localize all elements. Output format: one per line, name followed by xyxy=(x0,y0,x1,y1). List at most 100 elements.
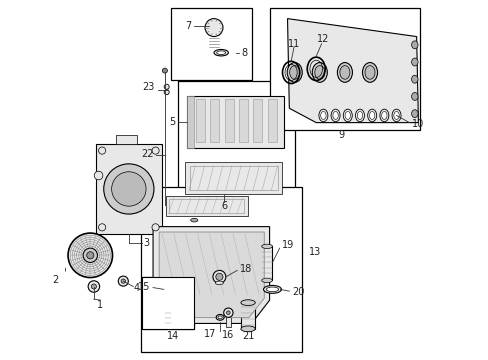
Bar xyxy=(142,277,193,329)
Bar xyxy=(115,135,137,144)
Circle shape xyxy=(226,311,230,315)
Ellipse shape xyxy=(411,75,417,83)
Circle shape xyxy=(94,171,102,180)
Circle shape xyxy=(111,172,146,206)
Ellipse shape xyxy=(263,285,281,293)
Circle shape xyxy=(215,273,223,280)
Text: 2: 2 xyxy=(52,275,59,285)
Ellipse shape xyxy=(357,112,362,120)
Ellipse shape xyxy=(289,66,299,79)
Text: 21: 21 xyxy=(242,331,254,341)
Circle shape xyxy=(83,248,97,262)
Text: 20: 20 xyxy=(291,287,304,297)
Circle shape xyxy=(152,147,159,154)
Ellipse shape xyxy=(345,112,350,120)
Bar xyxy=(196,99,204,142)
Circle shape xyxy=(103,164,154,214)
Ellipse shape xyxy=(215,281,223,285)
Ellipse shape xyxy=(190,219,198,222)
Text: 5: 5 xyxy=(169,117,175,127)
Bar xyxy=(187,96,284,148)
Ellipse shape xyxy=(332,112,338,120)
Ellipse shape xyxy=(158,287,169,292)
Text: 22: 22 xyxy=(141,149,153,159)
Ellipse shape xyxy=(364,66,374,79)
Ellipse shape xyxy=(411,93,417,100)
Ellipse shape xyxy=(411,41,417,49)
Text: 6: 6 xyxy=(221,201,226,211)
Ellipse shape xyxy=(312,63,326,82)
Ellipse shape xyxy=(164,324,171,328)
Text: 9: 9 xyxy=(338,130,344,140)
Ellipse shape xyxy=(286,63,302,82)
Text: 19: 19 xyxy=(282,239,294,249)
Ellipse shape xyxy=(160,288,167,291)
Polygon shape xyxy=(153,226,269,323)
Text: 7: 7 xyxy=(185,21,191,31)
Ellipse shape xyxy=(411,110,417,118)
Circle shape xyxy=(164,90,169,95)
Text: 11: 11 xyxy=(287,39,300,49)
Bar xyxy=(96,144,162,234)
Bar xyxy=(269,8,419,130)
Ellipse shape xyxy=(330,109,339,122)
Bar xyxy=(239,99,247,142)
Ellipse shape xyxy=(343,109,351,122)
Bar xyxy=(210,99,219,142)
Ellipse shape xyxy=(216,51,225,54)
Circle shape xyxy=(164,84,169,89)
Circle shape xyxy=(68,233,112,278)
Bar xyxy=(253,99,262,142)
Circle shape xyxy=(152,224,159,231)
Ellipse shape xyxy=(216,315,224,320)
Bar xyxy=(267,99,276,142)
Bar xyxy=(178,81,294,205)
Ellipse shape xyxy=(411,58,417,66)
Ellipse shape xyxy=(362,63,377,82)
Ellipse shape xyxy=(367,109,376,122)
Bar xyxy=(187,96,194,148)
Bar xyxy=(241,302,255,329)
Ellipse shape xyxy=(391,109,400,122)
Ellipse shape xyxy=(337,63,352,82)
Bar xyxy=(171,8,251,80)
Circle shape xyxy=(57,265,65,274)
Bar xyxy=(226,313,230,327)
Bar xyxy=(261,246,272,280)
Text: 13: 13 xyxy=(308,247,321,257)
Circle shape xyxy=(121,279,125,283)
Circle shape xyxy=(91,284,96,289)
Text: 10: 10 xyxy=(411,120,424,129)
Text: 8: 8 xyxy=(241,48,247,58)
Circle shape xyxy=(212,270,225,283)
Ellipse shape xyxy=(261,244,272,248)
Bar xyxy=(165,196,247,216)
Circle shape xyxy=(99,224,105,231)
Ellipse shape xyxy=(241,300,255,306)
Bar xyxy=(140,187,301,352)
Text: 16: 16 xyxy=(222,330,234,340)
Ellipse shape xyxy=(355,109,364,122)
Polygon shape xyxy=(287,19,418,123)
Circle shape xyxy=(204,19,223,37)
Circle shape xyxy=(86,252,94,259)
Ellipse shape xyxy=(241,326,255,332)
Circle shape xyxy=(162,301,174,314)
Ellipse shape xyxy=(339,66,349,79)
Ellipse shape xyxy=(214,49,228,56)
Ellipse shape xyxy=(381,112,386,120)
Circle shape xyxy=(223,308,233,318)
Ellipse shape xyxy=(314,66,324,79)
Ellipse shape xyxy=(261,278,272,283)
Polygon shape xyxy=(159,232,264,318)
Circle shape xyxy=(99,147,105,154)
Circle shape xyxy=(162,68,167,73)
Text: 23: 23 xyxy=(142,82,155,92)
Text: 4: 4 xyxy=(134,283,140,293)
Ellipse shape xyxy=(218,316,222,319)
Ellipse shape xyxy=(393,112,398,120)
Ellipse shape xyxy=(379,109,388,122)
Text: 3: 3 xyxy=(142,238,149,248)
Bar xyxy=(185,162,282,194)
Ellipse shape xyxy=(320,112,325,120)
